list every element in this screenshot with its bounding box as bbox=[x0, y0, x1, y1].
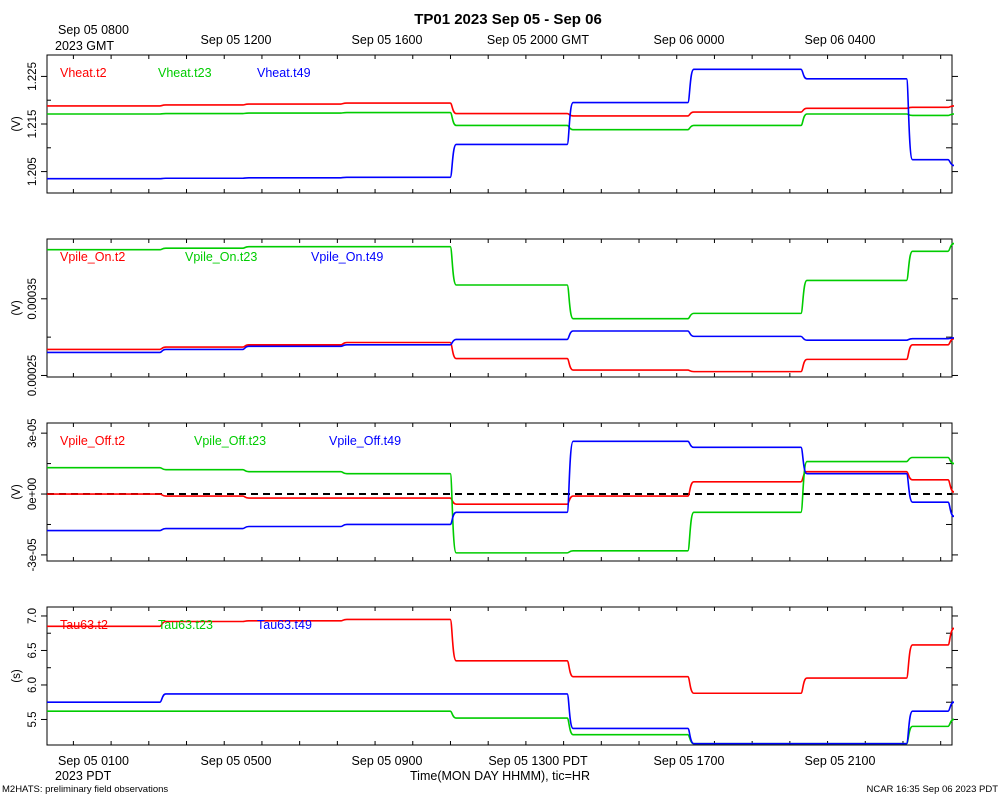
legend-entry: Tau63.t2 bbox=[60, 618, 108, 632]
panel-vheat: 1.205 1.215 1.225 (V) Vheat.t2 Vheat.t23 Vheat… bbox=[11, 54, 958, 194]
panel-vpile_off: -3e-05 0e+00 3e-05 (V) Vpile_Off.t2 Vpile_Off… bbox=[11, 418, 958, 572]
panel-tau63: 5.5 6.0 6.5 7.0 (s) Tau63.t2 Tau63.t23 Tau63.t4… bbox=[11, 606, 958, 746]
legend-entry: Tau63.t49 bbox=[257, 618, 312, 632]
legend-entry: Vpile_On.t2 bbox=[60, 250, 125, 264]
series-line-tau63-t2 bbox=[47, 618, 955, 695]
y-tick-label: 0.00035 bbox=[27, 278, 39, 320]
legend-entry: Vpile_On.t23 bbox=[185, 250, 257, 264]
series-line-vpile-off-t2 bbox=[47, 470, 955, 505]
bottom-axis-label: Sep 05 0900 bbox=[352, 754, 423, 768]
bottom-axis-label: Sep 05 2100 bbox=[805, 754, 876, 768]
bottom-axis-first-label-line1: Sep 05 0100 bbox=[58, 754, 129, 768]
y-tick-label: 6.0 bbox=[27, 677, 39, 693]
legend-entry: Vpile_On.t49 bbox=[311, 250, 383, 264]
series-line-vpile-off-t49 bbox=[47, 440, 955, 532]
top-axis-first-label-line1: Sep 05 0800 bbox=[58, 23, 129, 37]
y-tick-label: -3e-05 bbox=[27, 538, 39, 571]
y-tick-label: 0e+00 bbox=[27, 478, 39, 510]
legend-entry: Vheat.t23 bbox=[158, 66, 212, 80]
y-tick-label: 5.5 bbox=[27, 711, 39, 727]
series-line-tau63-t23 bbox=[47, 710, 955, 745]
y-tick-label: 7.0 bbox=[27, 608, 39, 624]
y-tick-label: 3e-05 bbox=[27, 418, 39, 447]
legend-entry: Vpile_Off.t2 bbox=[60, 434, 125, 448]
top-axis-label: Sep 05 1600 bbox=[352, 33, 423, 47]
panel-vpile_on: 0.00025 0.00035 (V) Vpile_On.t2 Vpile_On.t23… bbox=[11, 238, 958, 397]
y-axis-label: (V) bbox=[11, 484, 23, 500]
footer-right: NCAR 16:35 Sep 06 2023 PDT bbox=[867, 784, 999, 795]
footer-left: M2HATS: preliminary field observations bbox=[2, 784, 168, 795]
bottom-axis-label: Sep 05 1300 PDT bbox=[488, 754, 588, 768]
legend-entry: Vpile_Off.t23 bbox=[194, 434, 266, 448]
legend-entry: Vpile_Off.t49 bbox=[329, 434, 401, 448]
legend-entry: Vheat.t49 bbox=[257, 66, 311, 80]
y-axis-label: (V) bbox=[11, 300, 23, 316]
chart-title: TP01 2023 Sep 05 - Sep 06 bbox=[414, 11, 602, 28]
y-tick-label: 1.205 bbox=[27, 157, 39, 186]
top-axis-label: Sep 06 0000 bbox=[654, 33, 725, 47]
panel-frame bbox=[46, 422, 953, 562]
y-tick-label: 0.00025 bbox=[27, 355, 39, 397]
series-line-tau63-t49 bbox=[47, 693, 955, 745]
y-axis-label: (V) bbox=[11, 116, 23, 132]
x-axis-title: Time(MON DAY HHMM), tic=HR bbox=[410, 769, 590, 783]
y-tick-label: 1.215 bbox=[27, 110, 39, 139]
legend-entry: Tau63.t23 bbox=[158, 618, 213, 632]
y-tick-label: 1.225 bbox=[27, 62, 39, 91]
legend-entry: Vheat.t2 bbox=[60, 66, 107, 80]
top-axis-label: Sep 05 2000 GMT bbox=[487, 33, 590, 47]
series-line-vpile-on-t23 bbox=[47, 242, 955, 320]
bottom-axis-label: Sep 05 1700 bbox=[654, 754, 725, 768]
y-axis-label: (s) bbox=[11, 669, 23, 683]
series-line-vheat-t23 bbox=[47, 111, 955, 131]
series-line-vpile-off-t23 bbox=[47, 456, 955, 554]
series-line-vheat-t49 bbox=[47, 68, 955, 180]
chart-panels: 1.205 1.215 1.225 (V) Vheat.t2 Vheat.t23 Vheat… bbox=[11, 54, 958, 746]
top-axis-first-label-line2: 2023 GMT bbox=[55, 39, 114, 53]
series-line-vpile-on-t49 bbox=[47, 330, 955, 354]
top-axis-label: Sep 06 0400 bbox=[805, 33, 876, 47]
y-tick-label: 6.5 bbox=[27, 642, 39, 658]
panel-frame bbox=[46, 606, 953, 746]
bottom-axis-first-label-line2: 2023 PDT bbox=[55, 769, 112, 783]
series-line-vpile-on-t2 bbox=[47, 337, 955, 373]
panel-frame bbox=[46, 238, 953, 378]
top-axis-label: Sep 05 1200 bbox=[201, 33, 272, 47]
bottom-axis-label: Sep 05 0500 bbox=[201, 754, 272, 768]
